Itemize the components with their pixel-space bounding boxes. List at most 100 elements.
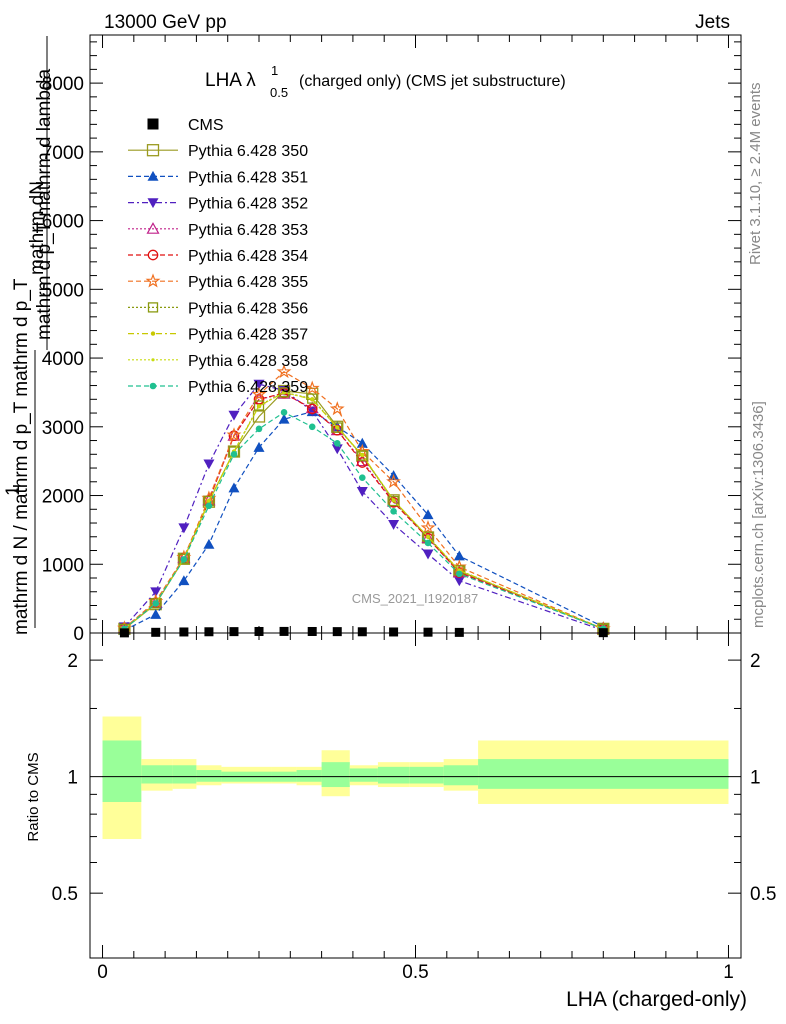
marker-square-open-small (278, 387, 290, 398)
marker-circle-filled (152, 600, 160, 607)
marker-circle-filled (456, 570, 463, 578)
marker-triangle-down (178, 523, 190, 534)
legend-entry: Pythia 6.428 353 (128, 222, 308, 239)
marker-triangle-up (253, 441, 265, 452)
ratio-band-inner (141, 765, 173, 784)
marker-circle-filled (333, 439, 341, 447)
legend-label: Pythia 6.428 350 (188, 143, 308, 160)
marker-triangle-down (306, 406, 318, 417)
main-y-tick-label: 8000 (42, 74, 84, 95)
marker-square-open (252, 410, 266, 423)
marker-square-open-small (150, 598, 161, 609)
series-line (123, 383, 604, 631)
marker-star-open (276, 364, 292, 379)
ratio-band-inner (478, 759, 729, 789)
legend-entry: Pythia 6.428 357 (128, 327, 308, 344)
marker-square-filled (147, 118, 159, 130)
marker-star-open (329, 401, 345, 416)
ylabel-frac1-num: mathrm dN (27, 181, 48, 275)
marker-triangle-up (453, 550, 465, 561)
marker-square-open-small (388, 495, 399, 507)
legend-entry: CMS (147, 117, 224, 134)
header-right-label: Jets (695, 12, 730, 33)
ratio-panel: 0.5 0.5 1 1 2 2 0 0.5 1 (52, 632, 776, 983)
marker-triangle-down (422, 549, 434, 560)
main-y-tick-label: 0 (73, 624, 84, 645)
ylabel-frac2-num: 1 (3, 485, 24, 496)
legend: CMS Pythia 6.428 350 Pythia 6.428 351 Pythi… (128, 117, 308, 396)
marker-square-filled (389, 627, 399, 637)
marker-square-open-small (253, 400, 265, 411)
marker-triangle-up (178, 575, 190, 586)
ratio-band-inner (443, 765, 479, 786)
ratio-y-tick-label-right: 1 (750, 768, 761, 789)
series-line (124, 411, 604, 631)
title-subscript: 0.5 (270, 85, 288, 100)
marker-star-open (251, 386, 267, 401)
marker-triangle-up-open (146, 222, 160, 234)
ratio-x-tick-label: 0.5 (402, 962, 428, 983)
ylabel-frac2-den: mathrm d N / mathrm d p_T mathrm d p_T (11, 278, 32, 635)
series-line (124, 411, 604, 630)
marker-triangle-up (147, 170, 159, 181)
marker-square-filled (332, 627, 342, 637)
legend-label: Pythia 6.428 356 (188, 300, 308, 317)
main-y-tick-label: 3000 (42, 418, 84, 439)
legend-entry: Pythia 6.428 355 (128, 273, 308, 291)
header-left-label: 13000 GeV pp (104, 12, 227, 33)
ratio-ticks: 0.5 0.5 1 1 2 2 0 0.5 1 (52, 633, 776, 983)
marker-dot-small (207, 499, 211, 503)
marker-triangle-up (356, 437, 368, 448)
main-y-tick-label: 4000 (42, 349, 84, 370)
main-y-tick-label: 2000 (42, 487, 84, 508)
marker-square-filled (179, 627, 189, 637)
marker-star-open (420, 520, 436, 535)
ratio-x-tick-label: 0 (97, 962, 108, 983)
marker-star-open (304, 380, 320, 395)
marker-triangle-down (388, 519, 400, 530)
ratio-band-inner (196, 770, 222, 782)
marker-square-filled (454, 627, 464, 637)
main-y-tick-label: 1000 (42, 555, 84, 576)
title-suffix: (charged only) (CMS jet substructure) (299, 73, 566, 90)
marker-triangle-up (422, 509, 434, 520)
marker-dot-small (151, 358, 155, 362)
main-y-tick-label: 5000 (42, 280, 84, 301)
main-y-tick-label: 7000 (42, 143, 84, 164)
ratio-y-tick-label: 0.5 (52, 884, 78, 905)
analysis-watermark: CMS_2021_I1920187 (352, 591, 479, 606)
title-prefix: LHA λ (205, 70, 256, 91)
ratio-band-inner (321, 762, 350, 788)
marker-triangle-down (147, 198, 159, 209)
marker-circle-open (228, 430, 240, 442)
main-y-ticks: 0 1000 2000 3000 4000 5000 6000 7000 8000 (42, 35, 741, 645)
marker-circle-filled (180, 556, 188, 563)
marker-star-open (386, 473, 402, 489)
marker-circle-filled (280, 409, 288, 416)
marker-triangle-down (453, 576, 465, 587)
marker-star-open (145, 273, 161, 288)
series-line (124, 371, 604, 630)
marker-square-filled (307, 626, 317, 636)
marker-square-open-small (332, 422, 343, 433)
series-line (124, 393, 604, 630)
ratio-band-inner (102, 740, 142, 802)
ratio-band-inner (172, 765, 197, 784)
marker-triangle-down (228, 410, 240, 421)
marker-circle-filled (149, 382, 157, 390)
marker-circle-open (306, 403, 318, 415)
marker-triangle-up (150, 608, 162, 619)
legend-entry: Pythia 6.428 356 (128, 300, 308, 317)
ratio-band-inner (349, 768, 378, 782)
marker-triangle-down (203, 459, 215, 470)
marker-triangle-up (203, 538, 215, 549)
marker-circle-filled (358, 474, 366, 481)
marker-dot-small (391, 498, 396, 502)
marker-circle-filled (230, 450, 238, 458)
legend-entry: Pythia 6.428 350 (128, 143, 308, 160)
ratio-plot-frame (89, 632, 742, 959)
marker-square-filled (357, 627, 367, 637)
legend-label: Pythia 6.428 351 (188, 169, 308, 186)
marker-dot-small (282, 390, 286, 395)
legend-entry: Pythia 6.428 354 (128, 248, 308, 265)
